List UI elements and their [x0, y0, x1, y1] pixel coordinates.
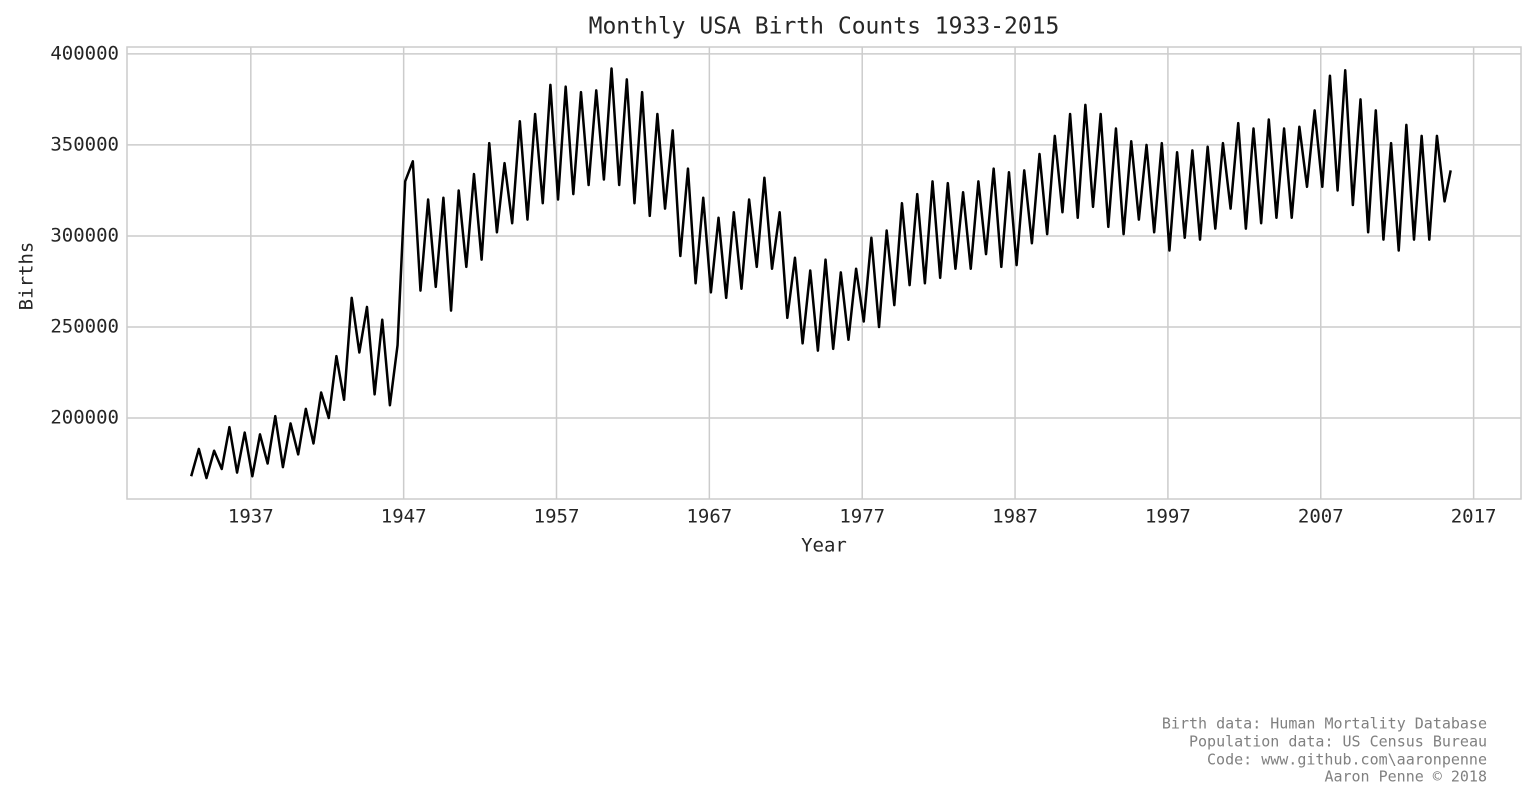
- credit: Aaron Penne © 2018: [1324, 768, 1487, 786]
- credit: Birth data: Human Mortality Database: [1162, 715, 1487, 733]
- x-tick-label: 1967: [686, 506, 732, 528]
- data-line: [189, 67, 1452, 480]
- x-tick-label: 2017: [1451, 506, 1497, 528]
- x-tick-label: 1947: [381, 506, 427, 528]
- x-tick-label: 1937: [228, 506, 274, 528]
- y-tick-label: 250000: [50, 315, 119, 337]
- y-tick-label: 300000: [50, 224, 119, 246]
- plot-frame: [126, 46, 1522, 500]
- x-tick-label: 1997: [1145, 506, 1191, 528]
- credit: Code: www.github.com\aaronpenne: [1207, 751, 1487, 769]
- x-axis-label: Year: [801, 535, 847, 557]
- x-tick-label: 1987: [992, 506, 1038, 528]
- chart-title: Monthly USA Birth Counts 1933-2015: [589, 14, 1060, 40]
- x-tick-label: 1977: [839, 506, 885, 528]
- y-tick-label: 200000: [50, 406, 119, 428]
- y-axis-label: Births: [16, 242, 38, 311]
- y-tick-label: 400000: [50, 42, 119, 64]
- x-tick-label: 2007: [1298, 506, 1344, 528]
- credit: Population data: US Census Bureau: [1189, 733, 1487, 751]
- y-tick-label: 350000: [50, 133, 119, 155]
- x-tick-label: 1957: [534, 506, 580, 528]
